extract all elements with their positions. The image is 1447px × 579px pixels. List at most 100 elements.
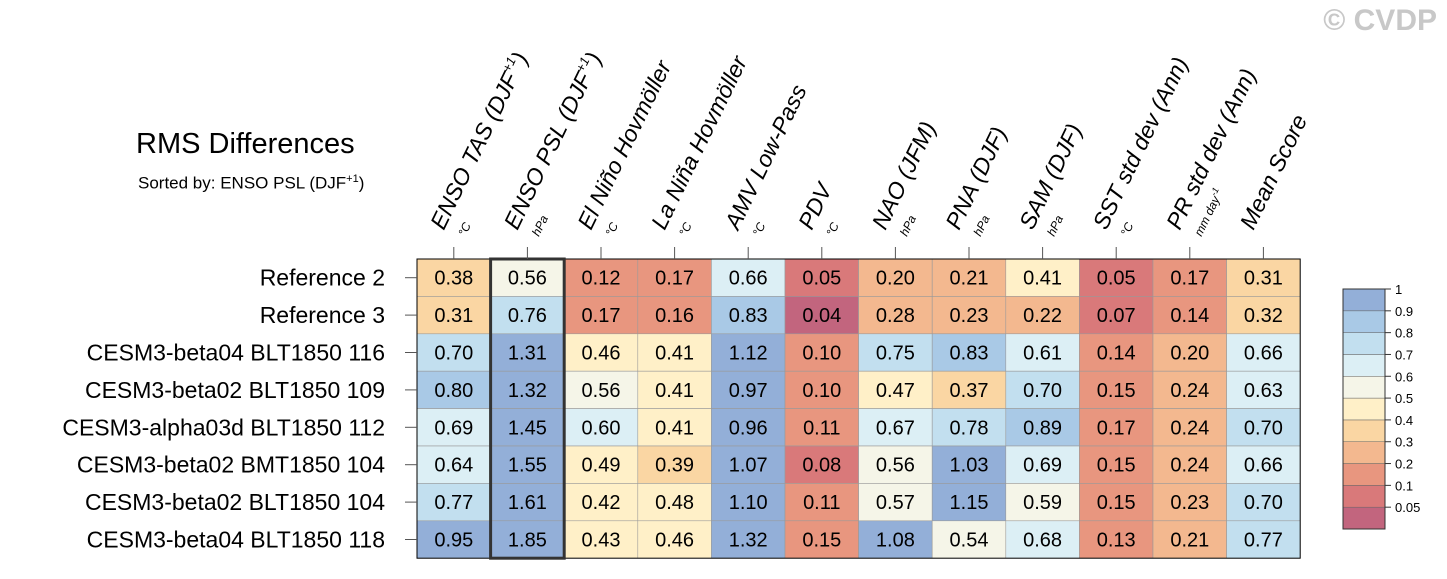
column-unit-text: °C: [823, 220, 842, 239]
cell-value: 0.77: [1244, 530, 1283, 552]
cell-value: 1.03: [950, 455, 989, 477]
heatmap-cell: [563, 445, 639, 484]
cell-value: 0.41: [1023, 268, 1062, 290]
cell-value: 0.83: [950, 343, 989, 365]
column-unit: hPa: [529, 213, 551, 239]
cell-value: 1.85: [508, 530, 547, 552]
heatmap-cell: [637, 445, 712, 484]
cell-value: 0.70: [1244, 492, 1283, 514]
cell-value: 0.41: [655, 343, 694, 365]
cell-value: 1.32: [508, 380, 547, 402]
heatmap-cell: [1079, 370, 1154, 409]
heatmap-cell: [1226, 333, 1301, 372]
column-name-sup: +1: [499, 55, 519, 75]
cell-value: 0.39: [655, 455, 694, 477]
column-unit: hPa: [971, 213, 993, 239]
heatmap-cell: [931, 520, 1007, 559]
heatmap-cell: [637, 483, 712, 522]
cell-value: 0.46: [582, 343, 621, 365]
column-unit-text: hPa: [897, 213, 919, 239]
cell-value: 0.10: [802, 380, 841, 402]
cell-value: 0.05: [1097, 268, 1136, 290]
legend-label: 0.2: [1395, 457, 1413, 472]
cell-value: 0.83: [729, 305, 768, 327]
column-name: NAO (JFM): [867, 117, 941, 233]
cell-value: 0.13: [1097, 530, 1136, 552]
cell-value: 1.31: [508, 343, 547, 365]
cell-value: 0.78: [950, 417, 989, 439]
heatmap-cell: [784, 258, 859, 297]
heatmap-cell: [563, 333, 639, 372]
legend-swatch: [1342, 354, 1386, 377]
cell-value: 0.20: [876, 268, 915, 290]
heatmap-cell: [1005, 483, 1080, 522]
column-name: PNA (DJF): [940, 123, 1012, 234]
legend-swatch: [1342, 332, 1386, 355]
legend-swatch: [1342, 441, 1386, 464]
cell-value: 0.14: [1170, 305, 1209, 327]
legend-swatch: [1342, 288, 1386, 312]
legend-label: 0.1: [1395, 478, 1413, 493]
cell-value: 0.16: [655, 305, 694, 327]
cell-value: 0.17: [655, 268, 694, 290]
column-unit-text: hPa: [529, 213, 551, 239]
column-unit-text: °C: [750, 220, 769, 239]
legend-swatch: [1342, 506, 1386, 530]
heatmap-cell: [637, 296, 712, 335]
cell-value: 0.48: [655, 492, 694, 514]
cell-value: 0.38: [434, 268, 473, 290]
cell-value: 1.08: [876, 530, 915, 552]
column-unit: °C: [455, 220, 474, 239]
cell-value: 0.89: [1023, 417, 1062, 439]
heatmap-cell: [1152, 445, 1227, 484]
heatmap-cell: [711, 296, 786, 335]
column-unit-text: °C: [1118, 220, 1137, 239]
cell-value: 0.97: [729, 380, 768, 402]
cell-value: 0.22: [1023, 305, 1062, 327]
cell-value: 0.69: [1023, 455, 1062, 477]
cell-value: 0.76: [508, 305, 547, 327]
cell-value: 0.23: [1170, 492, 1209, 514]
heatmap-cell: [563, 408, 639, 447]
column-unit: °C: [676, 220, 695, 239]
cell-value: 0.15: [1097, 380, 1136, 402]
heatmap-cell: [416, 333, 491, 372]
column-unit-text: °C: [455, 220, 474, 239]
cell-value: 1.12: [729, 343, 768, 365]
cell-value: 0.28: [876, 305, 915, 327]
cell-value: 0.57: [876, 492, 915, 514]
heatmap-cell: [1079, 258, 1154, 297]
chart-subtitle: Sorted by: ENSO PSL (DJF+1): [138, 173, 365, 193]
cell-value: 0.61: [1023, 343, 1062, 365]
cell-value: 0.12: [582, 268, 621, 290]
heatmap-cell: [1226, 408, 1301, 447]
cell-value: 0.10: [802, 343, 841, 365]
column-unit-text: °C: [676, 220, 695, 239]
heatmap-cell: [784, 370, 859, 409]
cell-value: 0.11: [803, 492, 840, 514]
heatmap-cell: [1226, 520, 1301, 559]
row-label: CESM3-beta04 BLT1850 116: [87, 340, 385, 366]
column-name-sup: +1: [573, 54, 593, 74]
cell-value: 0.17: [1097, 417, 1136, 439]
column-unit-text: hPa: [1044, 213, 1066, 239]
cell-value: 0.59: [1023, 492, 1062, 514]
column-unit-sup: -1: [1208, 186, 1221, 198]
row-label: Reference 2: [260, 265, 385, 291]
cell-value: 0.70: [434, 343, 473, 365]
cell-value: 0.42: [582, 492, 621, 514]
cell-value: 0.17: [582, 305, 621, 327]
heatmap-cell: [711, 445, 786, 484]
cell-value: 1.55: [508, 455, 547, 477]
column-name-text: SAM (DJF): [1014, 120, 1087, 234]
cell-value: 0.31: [1244, 268, 1283, 290]
heatmap-cell: [858, 445, 933, 484]
legend-label: 1: [1395, 282, 1402, 297]
cell-value: 0.24: [1170, 417, 1209, 439]
heatmap-cell: [1152, 258, 1227, 297]
heatmap-cell: [858, 520, 933, 559]
heatmap-cell: [1079, 408, 1154, 447]
cell-value: 0.11: [803, 417, 840, 439]
cell-value: 0.70: [1023, 380, 1062, 402]
cell-value: 1.10: [729, 492, 768, 514]
